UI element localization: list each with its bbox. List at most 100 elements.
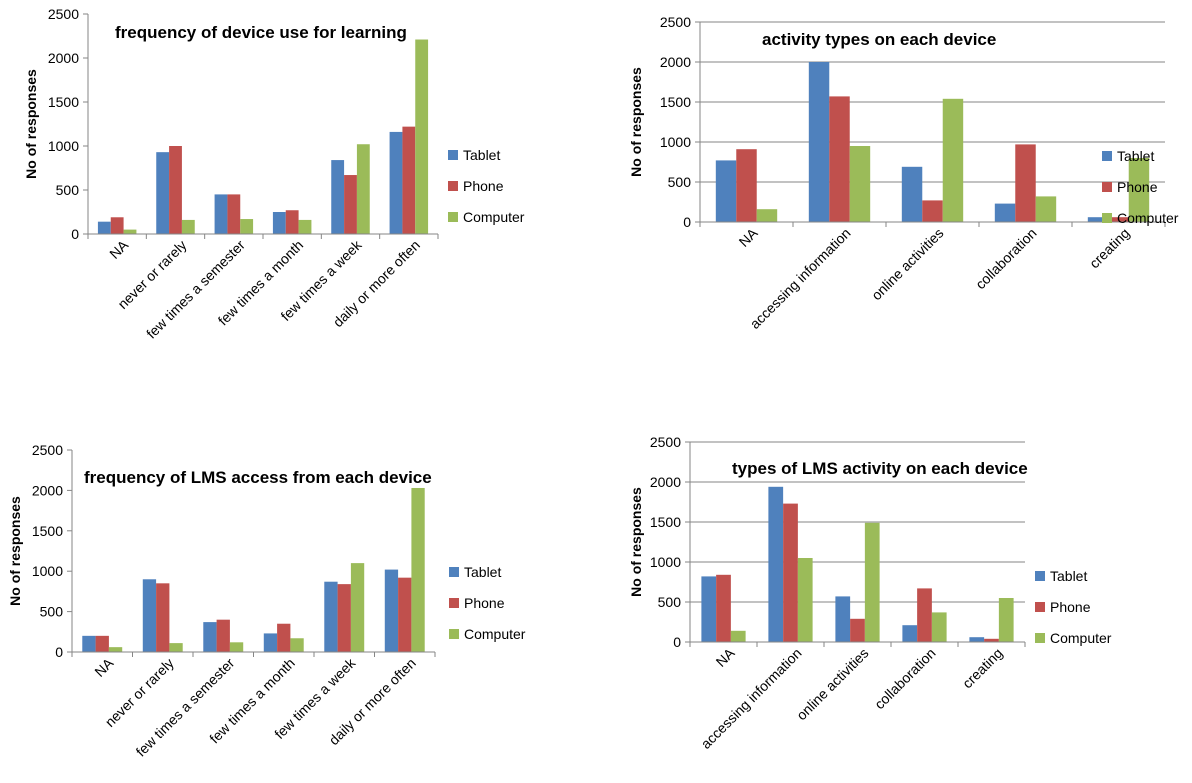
bar-phone [169, 146, 182, 234]
bar-phone [736, 149, 757, 222]
chart-title: frequency of device use for learning [115, 23, 407, 42]
legend-swatch-computer [1102, 213, 1112, 223]
bar-phone [398, 577, 412, 652]
bar-computer [290, 638, 304, 652]
x-category-label: accessing information [747, 225, 854, 332]
y-tick-label: 1000 [650, 554, 681, 570]
x-category-label: NA [91, 654, 117, 680]
y-tick-label: 1500 [48, 94, 79, 110]
bar-computer [298, 219, 312, 234]
bar-phone [216, 619, 230, 652]
y-tick-label: 1000 [32, 563, 63, 579]
bar-tablet [994, 203, 1016, 222]
x-category-label: NA [736, 224, 762, 250]
bar-computer [108, 647, 123, 652]
bar-phone [922, 200, 943, 222]
bar-phone [402, 126, 416, 234]
bar-tablet [97, 221, 111, 234]
bar-phone [917, 588, 932, 642]
y-axis-label: No of responses [23, 69, 39, 179]
y-tick-label: 2500 [660, 14, 691, 30]
bar-computer [756, 209, 778, 222]
legend-label: Phone [463, 178, 504, 194]
bar-tablet [389, 131, 403, 234]
bar-phone [285, 210, 299, 234]
bar-phone [344, 175, 357, 234]
bar-tablet [901, 166, 923, 222]
chart-title: types of LMS activity on each device [732, 459, 1028, 478]
bar-computer [998, 598, 1014, 642]
bar-computer [942, 98, 964, 222]
bar-phone [1015, 144, 1036, 222]
bar-computer [1128, 158, 1150, 222]
legend-swatch-tablet [449, 567, 459, 577]
bar-tablet [701, 576, 717, 642]
bar-phone [227, 194, 241, 234]
y-tick-label: 1500 [32, 523, 63, 539]
y-tick-label: 0 [55, 644, 63, 660]
bar-computer [181, 219, 195, 234]
legend-swatch-computer [1035, 633, 1045, 643]
x-category-label: online activities [793, 645, 871, 723]
y-tick-label: 2500 [48, 6, 79, 22]
x-category-label: online activities [868, 225, 946, 303]
bar-computer [415, 39, 429, 234]
bar-computer [123, 229, 137, 234]
bar-tablet [331, 160, 345, 234]
bar-computer [350, 563, 365, 652]
y-tick-label: 0 [71, 226, 79, 242]
bar-tablet [969, 637, 985, 642]
x-category-label: NA [713, 644, 739, 670]
y-tick-label: 0 [673, 634, 681, 650]
bar-tablet [1087, 217, 1109, 222]
bar-tablet [214, 194, 228, 234]
x-category-label: NA [106, 236, 132, 262]
bar-computer [864, 522, 880, 642]
bar-tablet [272, 212, 286, 234]
y-tick-label: 2500 [32, 442, 63, 458]
legend-swatch-phone [1102, 182, 1112, 192]
bar-tablet [808, 62, 830, 222]
y-tick-label: 500 [56, 182, 80, 198]
bar-computer [849, 146, 871, 222]
bar-computer [730, 630, 746, 642]
chart-title: frequency of LMS access from each device [84, 468, 432, 487]
legend-swatch-phone [448, 181, 458, 191]
bar-tablet [384, 569, 399, 652]
bar-phone [716, 574, 731, 642]
legend-label: Computer [1050, 630, 1112, 646]
legend-swatch-computer [449, 629, 459, 639]
x-category-label: collaboration [871, 645, 938, 712]
bar-computer [411, 487, 425, 652]
bar-tablet [203, 622, 217, 652]
bar-tablet [835, 596, 851, 642]
legend-label: Tablet [463, 147, 500, 163]
x-category-label: few times a semester [133, 655, 238, 760]
bar-tablet [324, 581, 338, 652]
bar-tablet [902, 625, 918, 642]
bar-phone [156, 583, 170, 652]
bar-phone [984, 638, 999, 642]
x-category-label: few times a semester [143, 237, 248, 342]
legend-label: Computer [1117, 210, 1179, 226]
bar-computer [797, 558, 813, 642]
y-axis-label: No of responses [628, 487, 644, 597]
y-axis-label: No of responses [7, 496, 23, 606]
y-tick-label: 2500 [650, 434, 681, 450]
legend-label: Phone [464, 595, 505, 611]
bar-phone [783, 503, 798, 642]
x-category-label: collaboration [972, 225, 1039, 292]
y-tick-label: 2000 [650, 474, 681, 490]
legend-swatch-computer [448, 212, 458, 222]
bar-tablet [142, 579, 157, 652]
x-category-label: creating [1086, 225, 1133, 272]
bar-computer [931, 612, 947, 642]
legend-swatch-tablet [1102, 151, 1112, 161]
y-tick-label: 2000 [32, 482, 63, 498]
legend-swatch-phone [1035, 602, 1045, 612]
bar-computer [240, 219, 254, 234]
legend-swatch-tablet [1035, 571, 1045, 581]
bar-computer [229, 642, 244, 652]
x-category-label: creating [959, 645, 1006, 692]
bar-phone [95, 635, 109, 652]
